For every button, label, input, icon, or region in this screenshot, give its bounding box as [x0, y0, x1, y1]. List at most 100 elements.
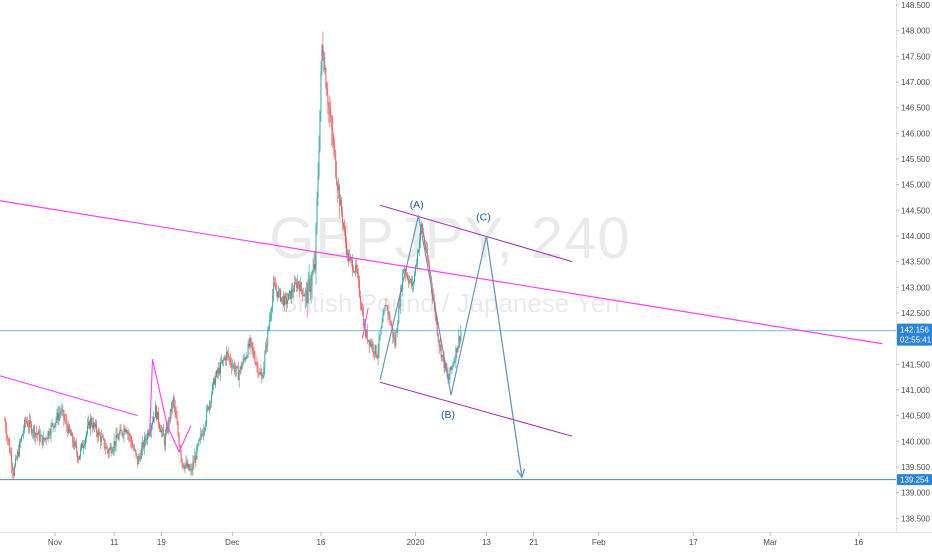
- candle-body: [193, 462, 195, 464]
- candle-body: [254, 357, 256, 364]
- candle-body: [453, 361, 455, 366]
- price-axis-label: 145.000: [901, 181, 930, 190]
- candle-body: [139, 456, 141, 457]
- candle-body: [218, 368, 219, 374]
- candle-body: [197, 444, 199, 447]
- candle-body: [201, 433, 203, 435]
- candle-body: [305, 290, 307, 292]
- last-price-tag: 142.156: [900, 326, 929, 335]
- candle-body: [286, 298, 287, 304]
- candle-body: [206, 409, 208, 423]
- candle-body: [322, 45, 324, 57]
- candle-body: [290, 289, 292, 299]
- projection-arrow-line: [485, 235, 523, 478]
- candle-body: [238, 372, 240, 381]
- candle-body: [146, 439, 148, 441]
- candle-body: [289, 290, 291, 299]
- candle-body: [10, 452, 12, 455]
- candle-body: [438, 340, 440, 347]
- candle-body: [33, 427, 35, 437]
- candle-body: [353, 270, 354, 273]
- candle-body: [64, 418, 66, 421]
- candle-body: [213, 378, 215, 385]
- candle-body: [137, 455, 139, 465]
- time-axis[interactable]: Nov 11 19 Dec 16 2020 13 21 Feb 17 Mar 16: [48, 532, 864, 547]
- candle-body: [385, 305, 387, 307]
- candle-body: [374, 345, 376, 354]
- candle-body: [211, 394, 213, 403]
- candle-body: [377, 350, 379, 359]
- candle-body: [52, 423, 54, 426]
- candle-body: [86, 432, 87, 438]
- candle-body: [118, 434, 120, 440]
- candle-body: [307, 279, 309, 304]
- candle-body: [425, 248, 427, 250]
- candle-body: [301, 289, 303, 296]
- candlestick-series: [4, 31, 462, 480]
- candle-body: [204, 428, 206, 431]
- candle-body: [345, 231, 347, 242]
- candle-body: [125, 429, 127, 432]
- candle-body: [331, 118, 333, 131]
- candle-body: [40, 435, 42, 437]
- candle-body: [410, 279, 412, 281]
- candle-body: [264, 353, 266, 368]
- candle-body: [321, 45, 323, 71]
- candle-body: [127, 432, 129, 434]
- candle-body: [32, 427, 34, 432]
- candle-body: [231, 365, 233, 368]
- time-axis-label: 16: [316, 538, 325, 547]
- candle-body: [63, 410, 65, 419]
- candle-body: [245, 356, 247, 360]
- candle-body: [81, 443, 83, 448]
- candle-body: [184, 465, 186, 469]
- candle-body: [328, 105, 330, 108]
- candle-body: [455, 348, 457, 361]
- candle-body: [390, 323, 392, 326]
- drawing-tools[interactable]: [0, 200, 883, 479]
- candle-body: [426, 248, 428, 259]
- candle-body: [190, 468, 192, 470]
- candle-body: [274, 282, 276, 286]
- candle-body: [253, 350, 255, 358]
- candle-body: [423, 236, 425, 245]
- price-axis[interactable]: 138.500 139.000 139.500 140.000 140.500 141.0…: [896, 1, 930, 523]
- candle-body: [267, 329, 269, 346]
- candle-body: [250, 338, 252, 343]
- candle-body: [51, 423, 53, 425]
- candle-body: [73, 442, 75, 447]
- watermark-description: British Pound / Japanese Yen: [280, 288, 620, 318]
- candle-body: [242, 358, 244, 365]
- candle-body: [310, 285, 312, 293]
- candle-body: [172, 397, 174, 402]
- price-axis-label: 148.500: [901, 1, 930, 10]
- candle-body: [136, 453, 138, 456]
- candle-body: [101, 436, 103, 438]
- candle-body: [142, 442, 144, 449]
- candle-body: [366, 330, 368, 341]
- candle-body: [269, 318, 271, 327]
- candle-body: [181, 458, 183, 464]
- candle-body: [18, 451, 20, 456]
- candle-body: [58, 413, 60, 420]
- candle-body: [427, 258, 429, 265]
- candle-body: [31, 431, 33, 433]
- candle-body: [85, 437, 86, 445]
- price-axis-label: 141.500: [901, 360, 930, 369]
- candle-body: [15, 458, 17, 466]
- candle-body: [381, 322, 383, 328]
- candle-body: [428, 264, 430, 273]
- candle-body: [346, 241, 348, 255]
- channel-upper-line: [379, 204, 573, 263]
- candle-body: [414, 273, 415, 283]
- candle-body: [9, 441, 11, 453]
- candle-body: [319, 110, 321, 150]
- candle-body: [297, 281, 299, 286]
- price-axis-label: 147.000: [901, 78, 930, 87]
- candle-body: [169, 408, 171, 422]
- candle-body: [365, 330, 367, 337]
- support-price-tag: 139.254: [900, 476, 929, 485]
- candle-body: [115, 434, 117, 446]
